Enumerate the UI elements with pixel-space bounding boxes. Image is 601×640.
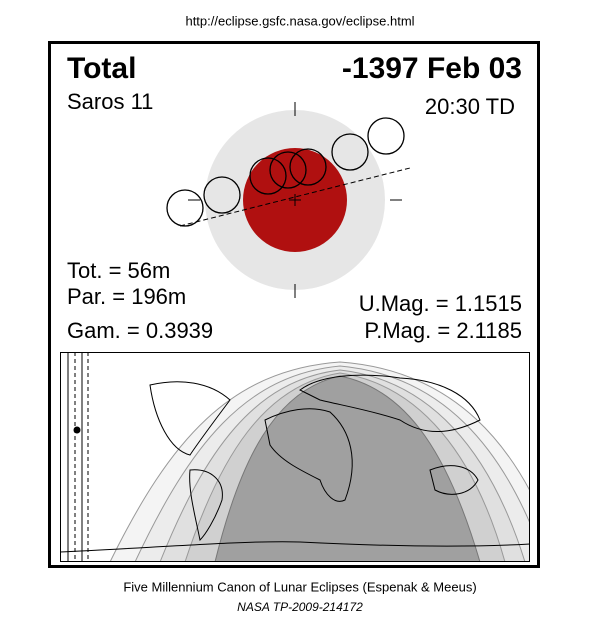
- frame: [48, 41, 540, 568]
- south-america: [189, 469, 223, 542]
- axis-ticks: [188, 102, 402, 298]
- greatest-eclipse-point: [73, 426, 81, 434]
- footer-title: Five Millennium Canon of Lunar Eclipses …: [123, 579, 476, 594]
- penumbral-magnitude: P.Mag. = 2.1185: [364, 318, 522, 343]
- saros: Saros 11: [67, 89, 153, 114]
- eurasia: [299, 374, 481, 433]
- umbral-magnitude: U.Mag. = 1.1515: [359, 291, 522, 316]
- eclipse-date: -1397 Feb 03: [342, 52, 522, 85]
- url: http://eclipse.gsfc.nasa.gov/eclipse.htm…: [185, 13, 414, 28]
- eclipse-geometry: [166, 102, 411, 298]
- map-border: [60, 352, 530, 562]
- partial: Par. = 196m: [67, 284, 186, 309]
- gamma: Gam. = 0.3939: [67, 318, 213, 343]
- totality: Tot. = 56m: [67, 258, 170, 283]
- footer-reference: NASA TP-2009-214172: [237, 600, 363, 614]
- moon-positions: [166, 117, 405, 227]
- north-america: [149, 381, 231, 456]
- visibility-map: [60, 352, 530, 562]
- antarctic-coast: [60, 541, 530, 553]
- africa: [264, 408, 353, 502]
- eclipse-type: Total: [67, 52, 136, 85]
- australia: [429, 465, 479, 495]
- time: 20:30 TD: [425, 94, 515, 119]
